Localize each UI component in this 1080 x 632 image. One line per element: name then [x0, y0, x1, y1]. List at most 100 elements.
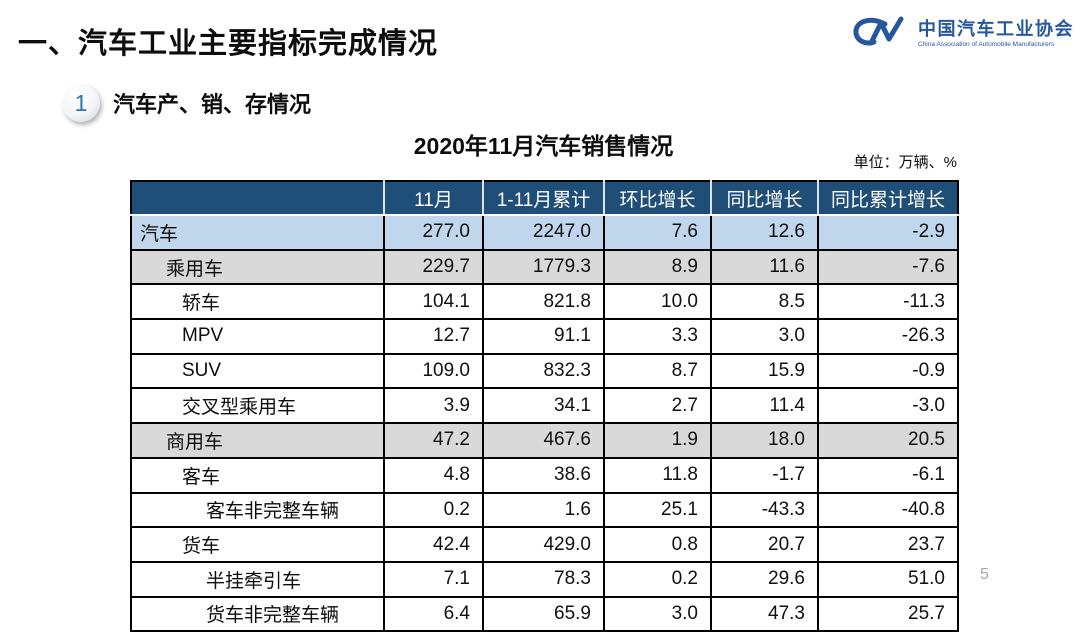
table-row: 汽车 277.0 2247.0 7.6 12.6 -2.9 — [130, 214, 959, 251]
row-value: 65.9 — [482, 595, 605, 632]
row-value: 229.7 — [383, 248, 484, 286]
section-title: 汽车产、销、存情况 — [113, 92, 312, 117]
sales-table-body: 汽车 277.0 2247.0 7.6 12.6 -2.9 乘用车 229.7 1779.3 8.… — [130, 214, 959, 632]
row-label: MPV — [130, 318, 385, 355]
row-value: 10.0 — [603, 283, 712, 321]
row-value: 277.0 — [383, 214, 484, 251]
row-value: 8.9 — [603, 248, 712, 286]
row-value: 91.1 — [482, 318, 605, 355]
row-value: 47.3 — [710, 595, 819, 632]
table-row: 客车非完整车辆 0.2 1.6 25.1 -43.3 -40.8 — [130, 491, 959, 529]
row-value: 8.5 — [710, 283, 819, 321]
table-row: 商用车 47.2 467.6 1.9 18.0 20.5 — [130, 422, 959, 459]
section-heading: 1 汽车产、销、存情况 — [62, 84, 311, 122]
row-value: 2.7 — [603, 387, 712, 425]
row-value: -1.7 — [710, 456, 819, 494]
row-label: 交叉型乘用车 — [130, 387, 385, 425]
row-value: 7.1 — [383, 560, 484, 598]
row-value: 11.8 — [603, 456, 712, 494]
column-header-cumulative: 1-11月累计 — [483, 181, 605, 216]
table-row: 货车 42.4 429.0 0.8 20.7 23.7 — [130, 526, 959, 563]
page-title: 一、汽车工业主要指标完成情况 — [18, 28, 439, 60]
row-label: 汽车 — [130, 214, 385, 251]
row-label: 客车 — [130, 456, 385, 494]
row-label: 商用车 — [130, 422, 385, 459]
row-value: -2.9 — [817, 214, 959, 251]
row-value: 15.9 — [710, 352, 819, 390]
row-value: 3.0 — [603, 595, 712, 632]
table-row: 交叉型乘用车 3.9 34.1 2.7 11.4 -3.0 — [130, 387, 959, 425]
row-value: 29.6 — [710, 560, 819, 598]
unit-note: 单位：万辆、% — [853, 154, 957, 171]
table-row: 半挂牵引车 7.1 78.3 0.2 29.6 51.0 — [130, 560, 959, 598]
column-header-month: 11月 — [384, 181, 484, 216]
caam-cm-logo-icon — [849, 12, 913, 56]
row-value: 23.7 — [817, 526, 959, 563]
row-value: -7.6 — [817, 248, 959, 286]
row-value: 12.6 — [710, 214, 819, 251]
row-value: -43.3 — [710, 491, 819, 529]
row-value: 42.4 — [383, 526, 484, 563]
column-header-category — [131, 181, 385, 216]
row-value: 3.9 — [383, 387, 484, 425]
row-value: 821.8 — [482, 283, 605, 321]
slide: 一、汽车工业主要指标完成情况 中国汽车工业协会 China Associatio… — [18, 12, 1074, 632]
row-value: 34.1 — [482, 387, 605, 425]
row-value: 429.0 — [482, 526, 605, 563]
row-value: 25.1 — [603, 491, 712, 529]
row-label: 客车非完整车辆 — [130, 491, 385, 529]
row-value: 1779.3 — [482, 248, 605, 286]
row-value: 0.8 — [603, 526, 712, 563]
row-value: 8.7 — [603, 352, 712, 390]
table-row: MPV 12.7 91.1 3.3 3.0 -26.3 — [130, 318, 959, 355]
row-value: -0.9 — [817, 352, 959, 390]
row-value: -11.3 — [817, 283, 959, 321]
row-value: 3.0 — [710, 318, 819, 355]
caam-logo-name-en: China Association of Automobile Manufact… — [918, 41, 1055, 49]
row-value: -3.0 — [817, 387, 959, 425]
row-value: 2247.0 — [482, 214, 605, 251]
table-row: 乘用车 229.7 1779.3 8.9 11.6 -7.6 — [130, 248, 959, 286]
column-header-yoy-growth: 同比增长 — [711, 181, 819, 216]
row-value: 832.3 — [482, 352, 605, 390]
row-value: 78.3 — [482, 560, 605, 598]
caam-logo-name-cn: 中国汽车工业协会 — [918, 18, 1074, 39]
table-row: 客车 4.8 38.6 11.8 -1.7 -6.1 — [130, 456, 959, 494]
row-label: 货车 — [130, 526, 385, 563]
row-value: -6.1 — [817, 456, 959, 494]
table-header-row: 11月 1-11月累计 环比增长 同比增长 同比累计增长 — [131, 181, 959, 216]
section-number-badge: 1 — [62, 84, 100, 122]
row-value: 12.7 — [383, 318, 484, 355]
row-value: -26.3 — [817, 318, 959, 355]
table-title: 2020年11月汽车销售情况 — [413, 133, 674, 159]
page-number: 5 — [980, 566, 989, 583]
row-value: 11.4 — [710, 387, 819, 425]
row-value: 47.2 — [383, 422, 484, 459]
row-value: 25.7 — [817, 595, 959, 632]
row-label: 轿车 — [130, 283, 385, 321]
table-row: 轿车 104.1 821.8 10.0 8.5 -11.3 — [130, 283, 959, 321]
table-row: SUV 109.0 832.3 8.7 15.9 -0.9 — [130, 352, 959, 390]
row-value: 1.9 — [603, 422, 712, 459]
row-value: 0.2 — [383, 491, 484, 529]
row-value: 104.1 — [383, 283, 484, 321]
row-value: 20.5 — [817, 422, 959, 459]
row-value: -40.8 — [817, 491, 959, 529]
row-label: SUV — [130, 352, 385, 390]
row-value: 51.0 — [817, 560, 959, 598]
row-value: 109.0 — [383, 352, 484, 390]
caam-logo: 中国汽车工业协会 China Association of Automobile… — [849, 12, 1074, 56]
row-label: 乘用车 — [130, 248, 385, 286]
sales-table: 11月 1-11月累计 环比增长 同比增长 同比累计增长 汽车 277.0 2247… — [130, 180, 959, 632]
row-value: 3.3 — [603, 318, 712, 355]
column-header-yoy-cumulative-growth: 同比累计增长 — [818, 181, 959, 216]
column-header-mom-growth: 环比增长 — [604, 181, 712, 216]
row-label: 货车非完整车辆 — [130, 595, 385, 632]
row-label: 半挂牵引车 — [130, 560, 385, 598]
row-value: 7.6 — [603, 214, 712, 251]
row-value: 6.4 — [383, 595, 484, 632]
row-value: 0.2 — [603, 560, 712, 598]
row-value: 11.6 — [710, 248, 819, 286]
row-value: 467.6 — [482, 422, 605, 459]
row-value: 18.0 — [710, 422, 819, 459]
